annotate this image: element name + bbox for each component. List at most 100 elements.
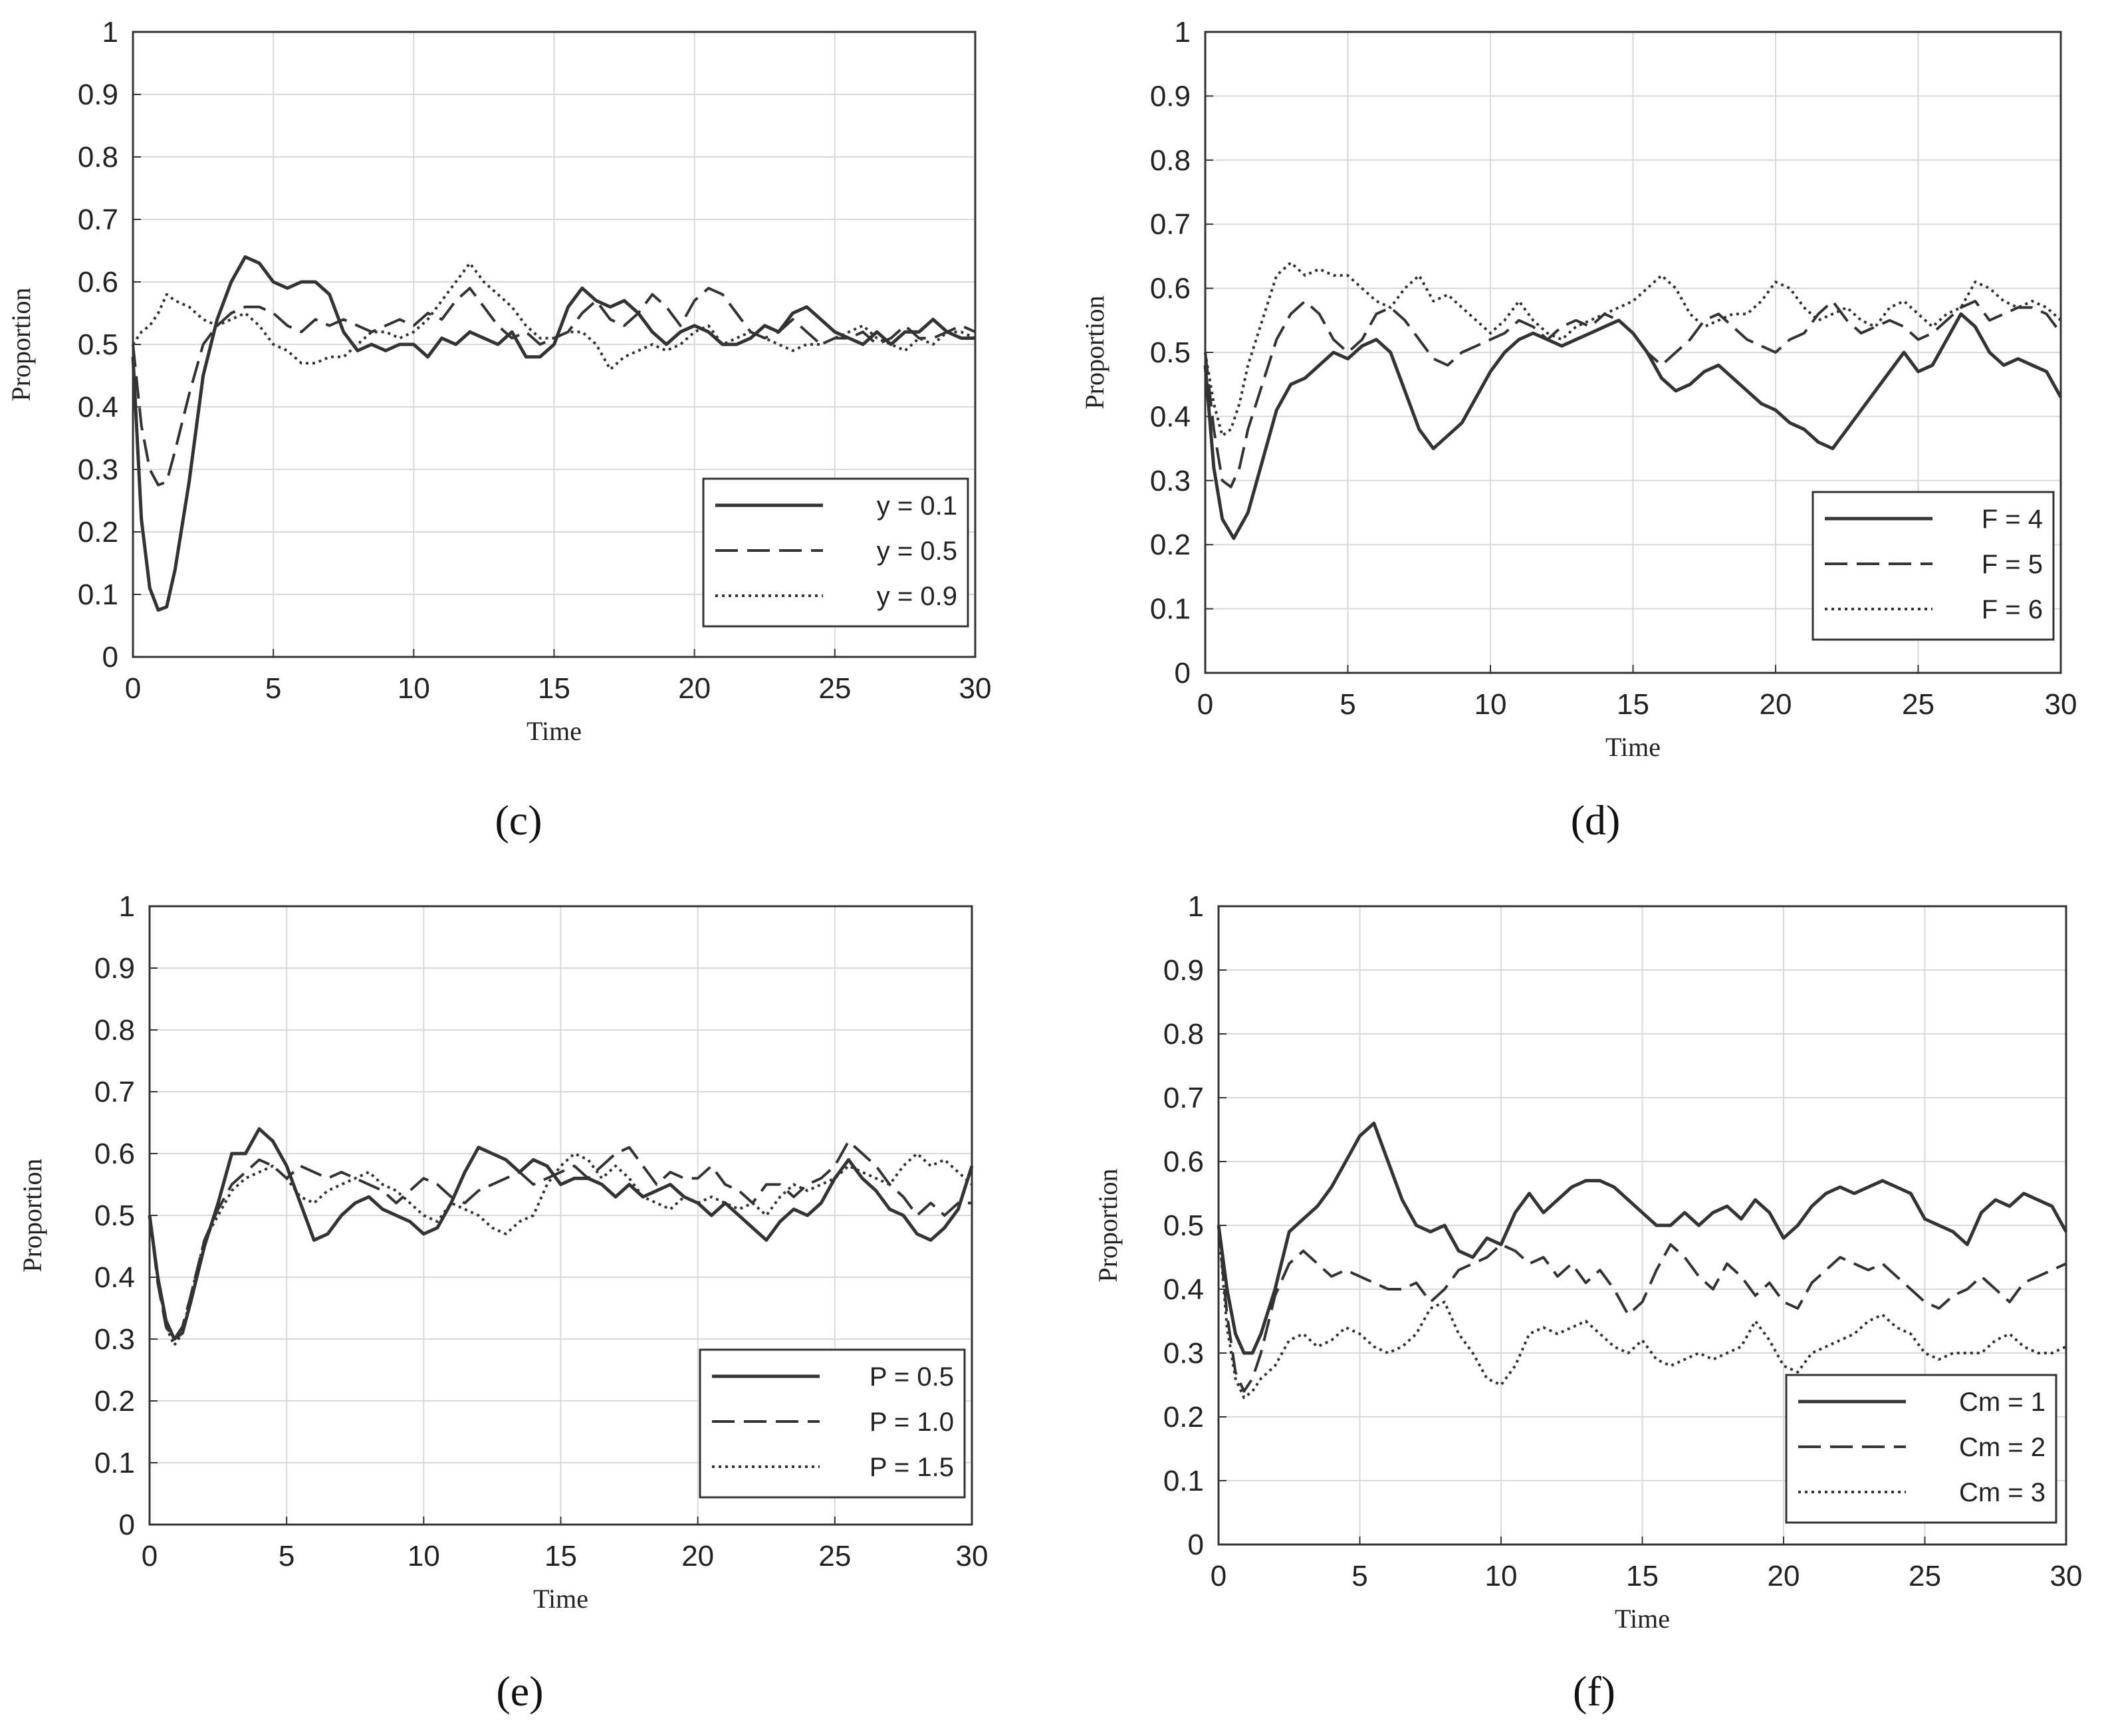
- x-tick-label: 20: [681, 1540, 714, 1572]
- y-tick-label: 0.6: [78, 266, 118, 299]
- y-tick-label: 0.8: [94, 1014, 135, 1047]
- y-tick-label: 0.7: [1163, 1082, 1204, 1114]
- y-tick-label: 0.4: [78, 391, 118, 424]
- y-tick-label: 0.4: [1150, 400, 1191, 433]
- panel-label: (e): [496, 1668, 543, 1715]
- x-tick-label: 20: [1768, 1560, 1800, 1592]
- legend: F = 4 F = 5 F = 6: [1812, 491, 2055, 641]
- x-tick-label: 0: [1211, 1560, 1227, 1592]
- plot-frame: [148, 905, 973, 1526]
- y-tick-label: 0.7: [1150, 208, 1191, 241]
- legend-label-2: F = 5: [1982, 550, 2043, 579]
- legend-label-2: Cm = 2: [1959, 1433, 2046, 1462]
- x-tick-label: 30: [956, 1540, 989, 1572]
- x-tick-label: 20: [1760, 688, 1792, 721]
- legend-label-1: Cm = 1: [1959, 1388, 2046, 1417]
- legend-label-1: P = 0.5: [870, 1362, 954, 1392]
- y-tick-label: 0.7: [94, 1076, 135, 1108]
- y-tick-label: 1: [102, 16, 118, 49]
- y-axis-label: Proportion: [1080, 295, 1110, 409]
- y-tick-label: 0.8: [1163, 1018, 1204, 1051]
- legend-label-3: y = 0.9: [877, 582, 957, 611]
- y-tick-label: 0.2: [1163, 1401, 1204, 1433]
- x-axis-label: Time: [533, 1584, 588, 1614]
- x-tick-label: 5: [279, 1540, 294, 1572]
- y-tick-label: 0.4: [94, 1261, 135, 1294]
- plot-frame: [1217, 905, 2067, 1546]
- legend-label-2: P = 1.0: [870, 1408, 954, 1437]
- panel-label: (c): [495, 797, 542, 844]
- x-tick-label: 5: [1340, 688, 1355, 721]
- series-line-2: [1204, 299, 2062, 489]
- chart-panel-d: 0 5 10 15 20 25 30 0 0.1 0.2 0.3 0.4 0.5 0.6 0.7 0.8 0.9…: [1080, 16, 2077, 844]
- chart-panel-c: 0 5 10 15 20 25 30 0 0.1 0.2 0.3 0.4 0.5 0.6 0.7 0.8 0.9…: [6, 16, 991, 844]
- x-tick-label: 0: [125, 672, 141, 705]
- x-tick-label: 10: [408, 1540, 440, 1572]
- legend-label-3: F = 6: [1982, 595, 2043, 624]
- plot-frame: [1204, 31, 2062, 674]
- legend: y = 0.1 y = 0.5 y = 0.9: [702, 477, 969, 628]
- x-axis-label: Time: [1605, 732, 1661, 762]
- series-line-1: [1217, 1121, 2068, 1355]
- y-tick-label: 0.2: [1150, 529, 1191, 561]
- y-tick-label: 0.3: [78, 453, 118, 486]
- y-tick-label: 0.1: [1150, 593, 1191, 626]
- y-tick-label: 0.1: [78, 578, 118, 611]
- x-tick-label: 25: [818, 1540, 851, 1572]
- x-tick-label: 15: [544, 1540, 577, 1572]
- x-tick-label: 10: [1485, 1560, 1518, 1592]
- y-tick-label: 0.6: [1163, 1146, 1204, 1178]
- chart-panel-f: 0 5 10 15 20 25 30 0 0.1 0.2 0.3 0.4 0.5 0.6 0.7 0.8 0.9…: [1093, 890, 2082, 1715]
- y-tick-label: 1: [1175, 16, 1191, 49]
- y-tick-label: 0.3: [94, 1323, 135, 1356]
- panel-label: (f): [1573, 1668, 1615, 1715]
- series-line-3: [148, 1152, 973, 1347]
- x-tick-label: 5: [265, 672, 281, 705]
- y-tick-label: 1: [1188, 890, 1204, 923]
- x-tick-label: 30: [959, 672, 992, 705]
- x-tick-label: 30: [2045, 688, 2077, 721]
- x-tick-label: 25: [1902, 688, 1934, 721]
- y-tick-label: 0.9: [1150, 80, 1191, 112]
- legend-box: [699, 1348, 966, 1499]
- series-line-3: [132, 261, 976, 371]
- x-tick-label: 15: [538, 672, 570, 705]
- series-line-2: [148, 1140, 972, 1340]
- x-axis-label: Time: [526, 716, 582, 746]
- series-line-2: [1217, 1225, 2067, 1393]
- y-tick-label: 0.7: [78, 203, 118, 236]
- x-tick-label: 25: [1909, 1560, 1941, 1592]
- x-tick-label: 10: [1474, 688, 1507, 721]
- series-line-1: [131, 255, 975, 612]
- y-tick-label: 0: [1188, 1529, 1204, 1561]
- chart-panel-e: 0 5 10 15 20 25 30 0 0.1 0.2 0.3 0.4 0.5 0.6 0.7 0.8 0.9…: [17, 890, 988, 1715]
- y-tick-label: 0: [119, 1509, 135, 1541]
- legend: Cm = 1 Cm = 2 Cm = 3: [1785, 1374, 2057, 1524]
- x-tick-label: 0: [142, 1540, 158, 1572]
- y-tick-label: 0.3: [1150, 465, 1191, 497]
- y-tick-label: 0.6: [1150, 273, 1191, 305]
- y-tick-label: 0.5: [1163, 1209, 1204, 1242]
- y-tick-label: 0.2: [78, 516, 118, 549]
- y-tick-label: 0.6: [94, 1138, 135, 1170]
- y-tick-label: 1: [119, 890, 135, 923]
- y-axis-label: Proportion: [6, 287, 36, 401]
- legend-box: [702, 477, 969, 628]
- legend-label-1: y = 0.1: [877, 491, 957, 521]
- x-axis-label: Time: [1615, 1604, 1670, 1634]
- series-line-1: [148, 1127, 974, 1341]
- x-tick-label: 15: [1617, 688, 1649, 721]
- y-tick-label: 0.5: [1150, 336, 1191, 369]
- legend-box: [1812, 491, 2055, 641]
- y-tick-label: 0.1: [1163, 1465, 1204, 1497]
- panels: 0 5 10 15 20 25 3000.10.20.30.40.50.60.70.80.9…: [6, 16, 2082, 1715]
- y-tick-label: 0: [1175, 657, 1191, 689]
- plot-frame: [132, 31, 977, 658]
- y-tick-label: 0.8: [1150, 144, 1191, 177]
- y-tick-label: 0.1: [94, 1447, 135, 1479]
- x-tick-label: 20: [678, 672, 711, 705]
- x-tick-label: 25: [818, 672, 851, 705]
- legend-label-1: F = 4: [1982, 505, 2043, 534]
- legend: P = 0.5 P = 1.0 P = 1.5: [699, 1348, 966, 1499]
- x-tick-label: 0: [1197, 688, 1213, 721]
